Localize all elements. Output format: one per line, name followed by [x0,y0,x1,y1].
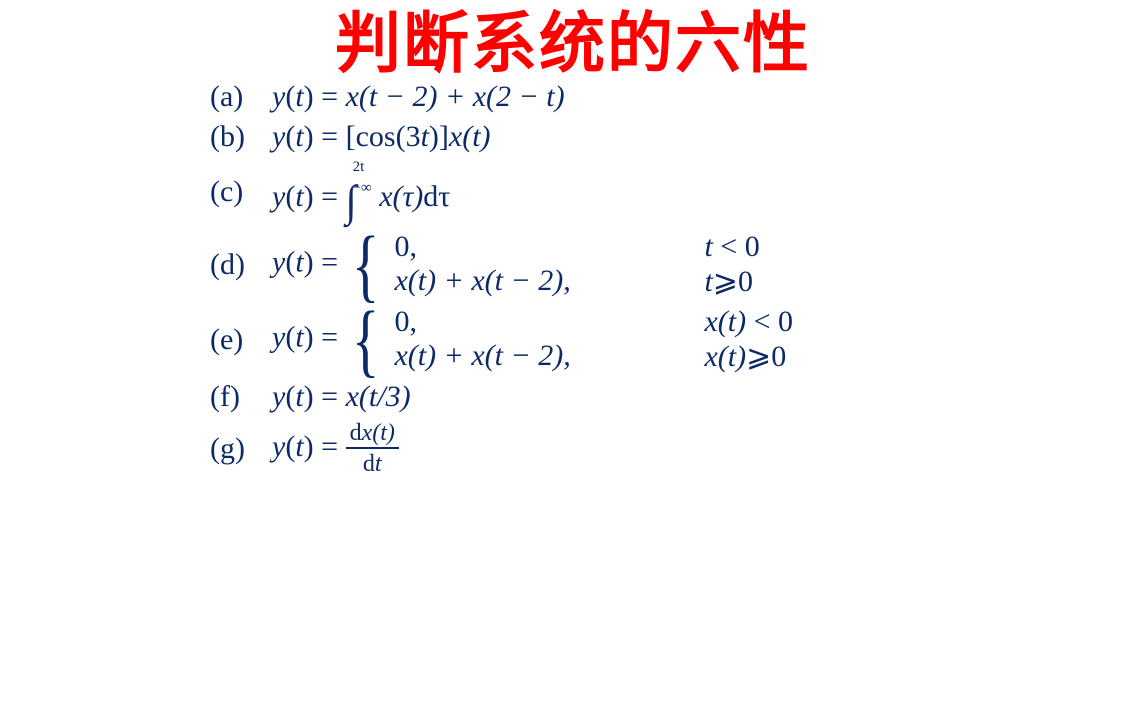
equation: y(t) = x(t/3) [272,380,411,414]
fraction: dx(t) dt [346,420,399,478]
item-e: (e) y(t) = { 0, x(t) < 0 x(t) + x(t − 2)… [210,305,793,374]
dtau: dτ [423,180,450,213]
page: 判断系统的六性 (a) y(t) = x(t − 2) + x(2 − t) (… [0,0,1146,716]
equation: y(t) = { 0, t < 0 x(t) + x(t − 2), t⩾0 [272,230,760,299]
equation: y(t) = dx(t) dt [272,420,399,478]
rhs: x(t − 2) + x(2 − t) [346,80,565,113]
lhs-y: y [272,120,285,153]
item-label: (c) [210,175,272,209]
piecewise: { 0, t < 0 x(t) + x(t − 2), t⩾0 [346,230,760,299]
item-c: (c) y(t) = ∫2t−∞ x(τ)dτ [210,160,793,224]
equation: y(t) = { 0, x(t) < 0 x(t) + x(t − 2), x(… [272,305,793,374]
piecewise: { 0, x(t) < 0 x(t) + x(t − 2), x(t)⩾0 [346,305,793,374]
item-b: (b) y(t) = [cos(3t)]x(t) [210,120,793,154]
equation: y(t) = ∫2t−∞ x(τ)dτ [272,160,450,224]
item-label: (d) [210,248,272,282]
item-label: (a) [210,80,272,114]
lhs-y: y [272,80,285,113]
case-row: x(t) + x(t − 2), x(t)⩾0 [394,339,793,374]
title: 判断系统的六性 [0,0,1146,86]
equation: y(t) = x(t − 2) + x(2 − t) [272,80,565,114]
item-label: (g) [210,432,272,466]
case-row: x(t) + x(t − 2), t⩾0 [394,264,759,299]
case-row: 0, t < 0 [394,230,759,264]
item-label: (e) [210,323,272,357]
item-label: (b) [210,120,272,154]
item-a: (a) y(t) = x(t − 2) + x(2 − t) [210,80,793,114]
equation: y(t) = [cos(3t)]x(t) [272,120,491,154]
item-f: (f) y(t) = x(t/3) [210,380,793,414]
item-label: (f) [210,380,272,414]
item-d: (d) y(t) = { 0, t < 0 x(t) + x(t − 2), t… [210,230,793,299]
equation-list: (a) y(t) = x(t − 2) + x(2 − t) (b) y(t) … [210,80,793,484]
item-g: (g) y(t) = dx(t) dt [210,420,793,478]
case-row: 0, x(t) < 0 [394,305,793,339]
left-brace-icon: { [351,310,379,370]
lhs-arg: t [295,80,303,113]
left-brace-icon: { [351,235,379,295]
